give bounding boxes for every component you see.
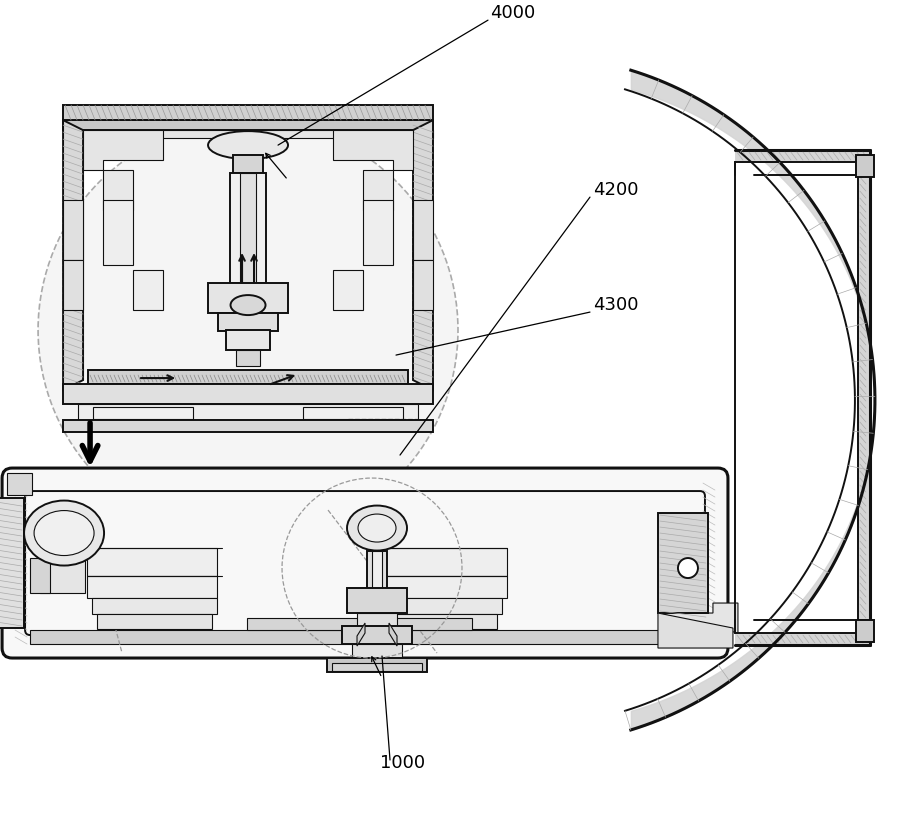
Polygon shape xyxy=(333,130,413,170)
Polygon shape xyxy=(103,200,133,265)
Bar xyxy=(382,598,502,614)
Bar xyxy=(735,150,870,162)
Bar xyxy=(63,384,433,404)
Bar xyxy=(230,173,266,283)
Polygon shape xyxy=(363,170,393,210)
Bar xyxy=(63,130,433,138)
Polygon shape xyxy=(63,200,83,260)
FancyBboxPatch shape xyxy=(25,491,705,635)
Bar xyxy=(342,626,412,644)
Polygon shape xyxy=(363,200,393,265)
Polygon shape xyxy=(389,623,397,646)
Bar xyxy=(87,548,217,576)
Bar xyxy=(856,620,874,642)
Bar xyxy=(97,614,212,629)
Bar xyxy=(347,588,407,613)
Bar xyxy=(208,283,288,313)
Bar xyxy=(352,644,402,658)
Bar xyxy=(856,155,874,177)
Polygon shape xyxy=(658,603,738,633)
Bar xyxy=(0,498,24,628)
Ellipse shape xyxy=(24,500,104,566)
Polygon shape xyxy=(357,623,365,646)
Bar xyxy=(63,120,433,130)
Ellipse shape xyxy=(231,295,265,315)
Polygon shape xyxy=(63,120,83,390)
Bar xyxy=(92,598,217,614)
Bar xyxy=(382,576,507,598)
Circle shape xyxy=(38,120,458,540)
Polygon shape xyxy=(658,613,733,648)
Polygon shape xyxy=(413,200,433,260)
Bar xyxy=(367,551,387,666)
Bar xyxy=(303,407,403,419)
Polygon shape xyxy=(413,260,433,310)
Bar xyxy=(218,313,278,331)
Bar xyxy=(858,175,870,620)
Polygon shape xyxy=(333,270,363,310)
Bar xyxy=(658,513,708,613)
Text: 1000: 1000 xyxy=(380,754,425,772)
Ellipse shape xyxy=(347,505,407,551)
Bar xyxy=(63,420,433,432)
Bar xyxy=(88,370,408,384)
Bar xyxy=(87,576,217,598)
Circle shape xyxy=(678,558,698,578)
Text: 4000: 4000 xyxy=(490,4,535,22)
Text: 4200: 4200 xyxy=(593,181,639,199)
Bar xyxy=(247,618,472,630)
Bar xyxy=(236,350,260,366)
FancyBboxPatch shape xyxy=(2,468,728,658)
Bar xyxy=(332,663,422,671)
Bar xyxy=(78,404,418,420)
Bar xyxy=(63,105,433,120)
Polygon shape xyxy=(413,120,433,390)
Bar xyxy=(382,548,507,576)
Bar xyxy=(735,633,870,645)
Polygon shape xyxy=(63,260,83,310)
Text: 4300: 4300 xyxy=(593,296,639,314)
Polygon shape xyxy=(103,170,133,210)
Bar xyxy=(233,155,263,173)
Polygon shape xyxy=(133,270,163,310)
Bar xyxy=(372,551,382,666)
Bar xyxy=(240,173,256,283)
Bar xyxy=(30,630,700,644)
Bar xyxy=(387,614,497,629)
Ellipse shape xyxy=(208,131,288,159)
Ellipse shape xyxy=(34,510,94,556)
Bar xyxy=(93,407,193,419)
Bar xyxy=(40,533,85,593)
Bar xyxy=(357,613,397,631)
Bar xyxy=(226,330,270,350)
Bar xyxy=(7,473,32,495)
Bar xyxy=(30,558,51,593)
Bar xyxy=(327,658,427,672)
Ellipse shape xyxy=(358,514,396,542)
Polygon shape xyxy=(83,130,163,170)
